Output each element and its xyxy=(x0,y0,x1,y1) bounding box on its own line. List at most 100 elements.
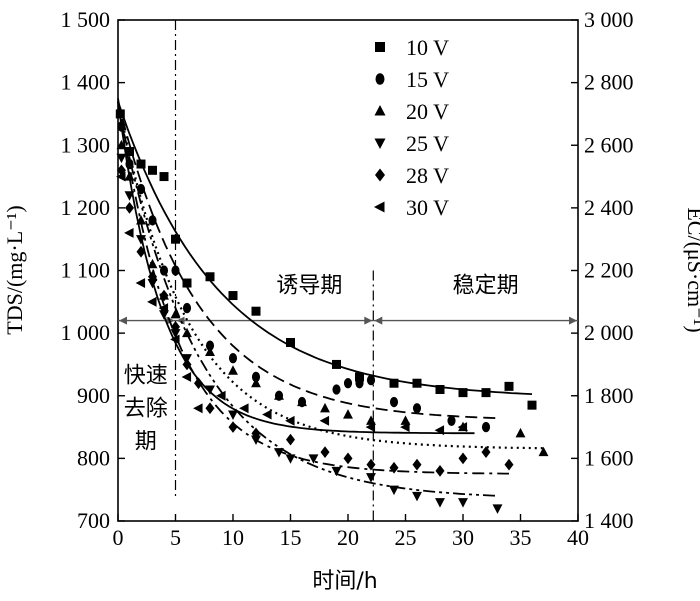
x-tick-label: 35 xyxy=(510,525,532,550)
data-point xyxy=(170,329,181,339)
data-point xyxy=(435,384,445,394)
data-point xyxy=(135,278,146,288)
data-point xyxy=(274,390,284,400)
data-point xyxy=(412,458,422,471)
data-point xyxy=(262,409,272,420)
data-point xyxy=(447,415,456,426)
data-point xyxy=(343,409,353,419)
data-point xyxy=(412,403,422,414)
axes: 0 5 10 15 20 25 30 35 40 700 800 900 1 000 1 100 1 200… xyxy=(61,7,634,550)
fit-curve xyxy=(117,101,475,435)
legend-label: 15 V xyxy=(406,67,449,92)
data-point xyxy=(274,448,284,458)
data-point xyxy=(538,446,549,457)
data-point xyxy=(251,371,261,383)
data-point xyxy=(366,473,376,483)
data-point xyxy=(228,410,238,420)
data-point xyxy=(355,372,364,382)
data-point xyxy=(194,377,203,390)
data-point xyxy=(125,147,134,157)
y2-tick-label: 2 600 xyxy=(584,132,634,157)
data-point xyxy=(332,359,341,369)
data-point xyxy=(355,378,364,389)
data-point xyxy=(117,121,126,132)
data-point xyxy=(158,303,169,314)
data-point xyxy=(458,388,468,398)
x-tick-label: 25 xyxy=(395,525,417,550)
data-point xyxy=(527,400,537,410)
data-point xyxy=(343,452,353,465)
data-point xyxy=(343,378,353,389)
data-point xyxy=(400,415,411,425)
data-point xyxy=(412,491,422,502)
y2-tick-label: 1 600 xyxy=(584,445,634,470)
arrowhead xyxy=(364,316,373,325)
data-point xyxy=(205,272,215,282)
legend-marker xyxy=(375,168,385,182)
y-tick-label: 1 300 xyxy=(61,132,111,157)
x-tick-label: 20 xyxy=(337,525,359,550)
data-point xyxy=(171,321,180,333)
legend-marker xyxy=(374,201,385,213)
fit-curve xyxy=(117,104,498,497)
data-point xyxy=(136,235,146,245)
legend-marker xyxy=(375,73,385,85)
phase-label-rapid: 去除 xyxy=(124,397,168,422)
fit-curve xyxy=(117,101,498,419)
data-point xyxy=(136,159,146,169)
x-tick-label: 30 xyxy=(452,525,474,550)
data-points xyxy=(115,109,549,514)
y2-tick-label: 2 400 xyxy=(584,195,634,220)
data-point xyxy=(125,202,134,214)
legend-marker xyxy=(375,42,385,52)
arrowhead xyxy=(119,316,127,325)
data-point xyxy=(170,308,181,319)
data-point xyxy=(170,334,180,345)
data-point xyxy=(182,327,192,338)
x-tick-label: 10 xyxy=(222,525,244,550)
y-tick-label: 1 000 xyxy=(61,320,111,345)
y-tick-label: 1 400 xyxy=(61,70,111,95)
phase-label-stable: 稳定期 xyxy=(453,274,519,299)
data-point xyxy=(182,302,192,314)
data-point xyxy=(228,421,238,433)
data-point xyxy=(320,402,330,413)
data-point xyxy=(365,422,376,433)
data-point xyxy=(285,454,296,464)
data-point xyxy=(216,390,226,401)
data-point xyxy=(457,422,468,433)
arrowhead xyxy=(569,316,577,325)
data-point xyxy=(251,306,261,316)
data-point xyxy=(147,278,158,289)
data-point xyxy=(251,377,261,388)
data-point xyxy=(435,465,445,477)
data-point xyxy=(434,425,445,436)
x-tick-label: 15 xyxy=(280,525,302,550)
data-point xyxy=(366,415,376,425)
data-point xyxy=(458,498,468,508)
data-point xyxy=(515,427,526,438)
data-point xyxy=(148,270,157,283)
data-point xyxy=(320,446,330,458)
data-point xyxy=(124,227,134,238)
phase-label-rapid: 期 xyxy=(135,430,157,455)
data-point xyxy=(116,153,127,164)
data-point xyxy=(116,171,126,182)
data-point xyxy=(366,374,376,386)
y2-tick-label: 2 200 xyxy=(584,258,634,283)
y2-tick-label: 2 800 xyxy=(584,70,634,95)
data-point xyxy=(228,365,238,375)
legend-label: 28 V xyxy=(406,163,449,188)
data-point xyxy=(159,310,169,320)
data-point xyxy=(159,265,169,276)
y2-axis-title: EC/(μS·cm⁻¹) xyxy=(683,207,700,332)
y2-tick-label: 1 800 xyxy=(584,383,634,408)
x-tick-label: 0 xyxy=(113,525,124,550)
data-point xyxy=(332,384,341,395)
data-point xyxy=(205,346,215,356)
legend-label: 25 V xyxy=(406,131,449,156)
data-point xyxy=(331,466,342,477)
y-tick-label: 900 xyxy=(77,383,110,408)
